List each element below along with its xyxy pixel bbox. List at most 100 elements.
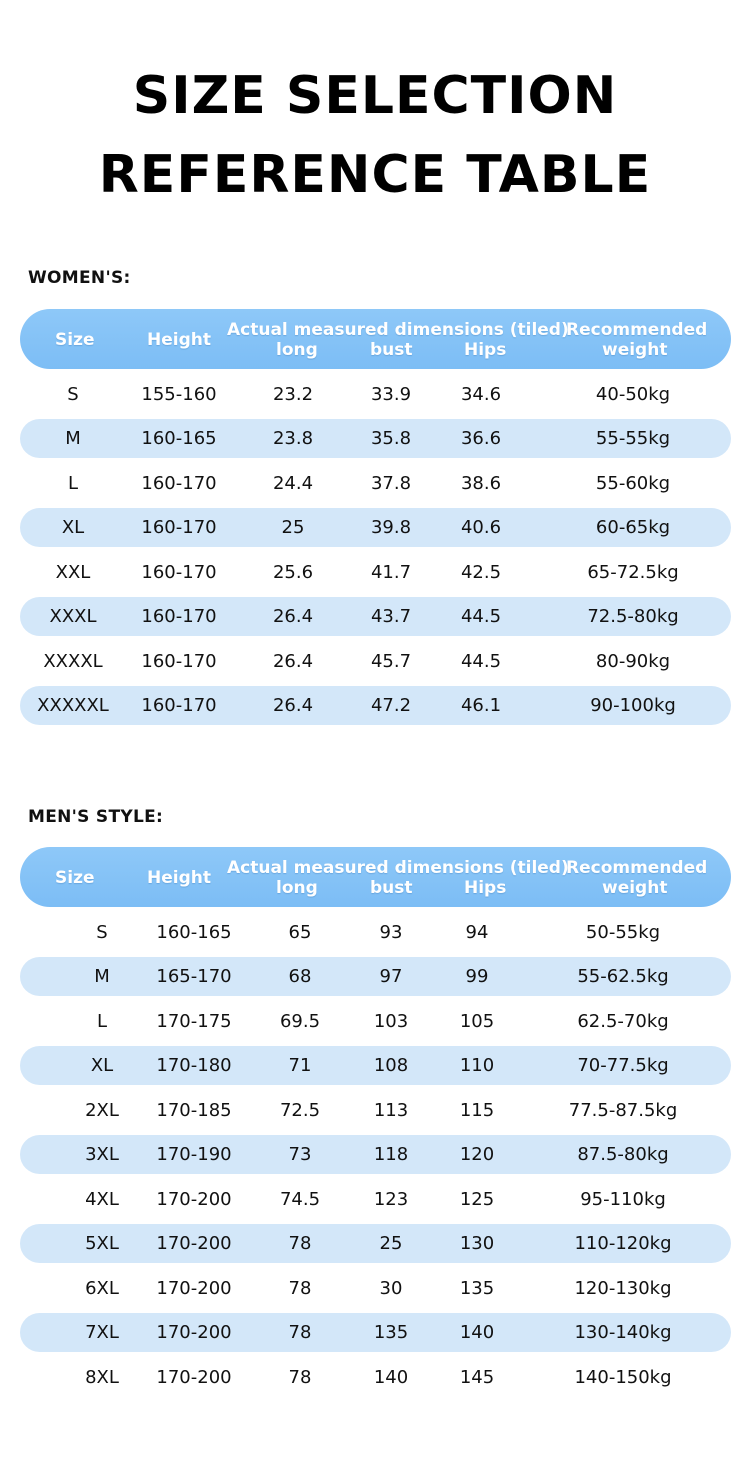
cell-height: 160-170 bbox=[141, 472, 217, 494]
table-row: L 160-170 24.4 37.8 38.6 55-60kg bbox=[20, 464, 731, 503]
mens-size-table: Size Height Actual measured dimensions (… bbox=[20, 847, 731, 1397]
cell-weight: 87.5-80kg bbox=[577, 1144, 669, 1165]
page-title-line-2: REFERENCE TABLE bbox=[98, 145, 652, 205]
cell-long: 68 bbox=[288, 966, 312, 987]
header-dimensions: Actual measured dimensions (tiled) bbox=[227, 320, 569, 340]
mens-table-header: Size Height Actual measured dimensions (… bbox=[20, 847, 731, 907]
cell-height: 170-200 bbox=[156, 1322, 232, 1343]
cell-height: 170-200 bbox=[156, 1366, 232, 1388]
table-row: XXXL 160-170 26.4 43.7 44.5 72.5-80kg bbox=[20, 597, 731, 636]
cell-bust: 43.7 bbox=[370, 606, 412, 627]
cell-height: 160-170 bbox=[141, 561, 217, 583]
womens-table-header: Size Height Actual measured dimensions (… bbox=[20, 309, 731, 369]
header-recommended: Recommended bbox=[566, 320, 708, 340]
table-row: L 170-175 69.5 103 105 62.5-70kg bbox=[20, 1002, 731, 1041]
cell-hips: 99 bbox=[465, 966, 489, 987]
table-row: 8XL 170-200 78 140 145 140-150kg bbox=[20, 1358, 731, 1397]
cell-hips: 44.5 bbox=[460, 650, 502, 672]
cell-height: 170-175 bbox=[156, 1010, 232, 1032]
cell-long: 23.2 bbox=[272, 383, 314, 405]
cell-height: 170-180 bbox=[156, 1055, 232, 1076]
table-row: 5XL 170-200 78 25 130 110-120kg bbox=[20, 1224, 731, 1263]
header-height: Height bbox=[147, 868, 211, 888]
cell-weight: 90-100kg bbox=[590, 695, 676, 716]
cell-size: 6XL bbox=[85, 1277, 119, 1299]
cell-weight: 110-120kg bbox=[574, 1233, 672, 1254]
cell-size: L bbox=[96, 1010, 108, 1032]
header-weight: weight bbox=[602, 340, 668, 360]
cell-size: L bbox=[67, 472, 79, 494]
cell-size: 3XL bbox=[85, 1144, 119, 1165]
cell-long: 78 bbox=[288, 1366, 312, 1388]
cell-long: 73 bbox=[288, 1144, 312, 1165]
cell-height: 160-165 bbox=[141, 428, 217, 449]
cell-hips: 120 bbox=[459, 1144, 495, 1165]
cell-hips: 40.6 bbox=[460, 517, 502, 538]
cell-weight: 140-150kg bbox=[574, 1366, 672, 1388]
cell-size: XXXXXL bbox=[37, 695, 109, 716]
cell-bust: 39.8 bbox=[370, 517, 412, 538]
header-recommended: Recommended bbox=[566, 858, 708, 878]
cell-height: 165-170 bbox=[156, 966, 232, 987]
table-row: 6XL 170-200 78 30 135 120-130kg bbox=[20, 1269, 731, 1308]
table-row: XL 170-180 71 108 110 70-77.5kg bbox=[20, 1046, 731, 1085]
cell-bust: 140 bbox=[373, 1366, 409, 1388]
cell-weight: 55-60kg bbox=[595, 472, 671, 494]
cell-weight: 120-130kg bbox=[574, 1277, 672, 1299]
cell-hips: 44.5 bbox=[460, 606, 502, 627]
cell-hips: 110 bbox=[459, 1055, 495, 1076]
cell-height: 170-200 bbox=[156, 1277, 232, 1299]
cell-height: 170-200 bbox=[156, 1233, 232, 1254]
womens-section-label: WOMEN'S: bbox=[28, 268, 131, 288]
cell-long: 23.8 bbox=[272, 428, 314, 449]
header-bust: bust bbox=[370, 340, 413, 360]
table-row: XXXXXL 160-170 26.4 47.2 46.1 90-100kg bbox=[20, 686, 731, 725]
cell-bust: 30 bbox=[379, 1277, 403, 1299]
cell-weight: 95-110kg bbox=[580, 1188, 666, 1210]
cell-bust: 45.7 bbox=[370, 650, 412, 672]
cell-hips: 34.6 bbox=[460, 383, 502, 405]
table-row: XL 160-170 25 39.8 40.6 60-65kg bbox=[20, 508, 731, 547]
cell-weight: 130-140kg bbox=[574, 1322, 672, 1343]
cell-weight: 55-62.5kg bbox=[577, 966, 669, 987]
cell-height: 170-190 bbox=[156, 1144, 232, 1165]
table-row: 2XL 170-185 72.5 113 115 77.5-87.5kg bbox=[20, 1091, 731, 1130]
cell-hips: 140 bbox=[459, 1322, 495, 1343]
cell-size: XL bbox=[90, 1055, 114, 1076]
mens-table-body: S 160-165 65 93 94 50-55kg M 165-170 68 97 99 55-62… bbox=[20, 913, 731, 1397]
cell-size: XL bbox=[61, 517, 85, 538]
cell-weight: 72.5-80kg bbox=[587, 606, 679, 627]
cell-long: 78 bbox=[288, 1277, 312, 1299]
header-hips: Hips bbox=[464, 340, 507, 360]
cell-height: 155-160 bbox=[141, 383, 217, 405]
cell-weight: 60-65kg bbox=[595, 517, 671, 538]
cell-size: XXXL bbox=[49, 606, 97, 627]
cell-hips: 94 bbox=[465, 921, 489, 943]
cell-height: 160-170 bbox=[141, 517, 217, 538]
table-row: XXL 160-170 25.6 41.7 42.5 65-72.5kg bbox=[20, 553, 731, 592]
cell-bust: 35.8 bbox=[370, 428, 412, 449]
header-weight: weight bbox=[602, 878, 668, 898]
cell-long: 25.6 bbox=[272, 561, 314, 583]
cell-hips: 125 bbox=[459, 1188, 495, 1210]
cell-bust: 135 bbox=[373, 1322, 409, 1343]
cell-long: 71 bbox=[288, 1055, 312, 1076]
cell-weight: 80-90kg bbox=[595, 650, 671, 672]
cell-height: 170-185 bbox=[156, 1099, 232, 1121]
cell-hips: 135 bbox=[459, 1277, 495, 1299]
cell-weight: 55-55kg bbox=[595, 428, 671, 449]
cell-size: M bbox=[65, 428, 81, 449]
cell-bust: 93 bbox=[379, 921, 403, 943]
cell-bust: 25 bbox=[379, 1233, 403, 1254]
cell-long: 24.4 bbox=[272, 472, 314, 494]
header-size: Size bbox=[55, 330, 95, 350]
cell-size: 2XL bbox=[85, 1099, 119, 1121]
table-row: S 155-160 23.2 33.9 34.6 40-50kg bbox=[20, 375, 731, 414]
cell-bust: 33.9 bbox=[370, 383, 412, 405]
cell-bust: 113 bbox=[373, 1099, 409, 1121]
cell-height: 160-170 bbox=[141, 695, 217, 716]
cell-weight: 50-55kg bbox=[585, 921, 661, 943]
cell-bust: 103 bbox=[373, 1010, 409, 1032]
page-title-line-1: SIZE SELECTION bbox=[132, 66, 618, 126]
cell-long: 72.5 bbox=[279, 1099, 321, 1121]
